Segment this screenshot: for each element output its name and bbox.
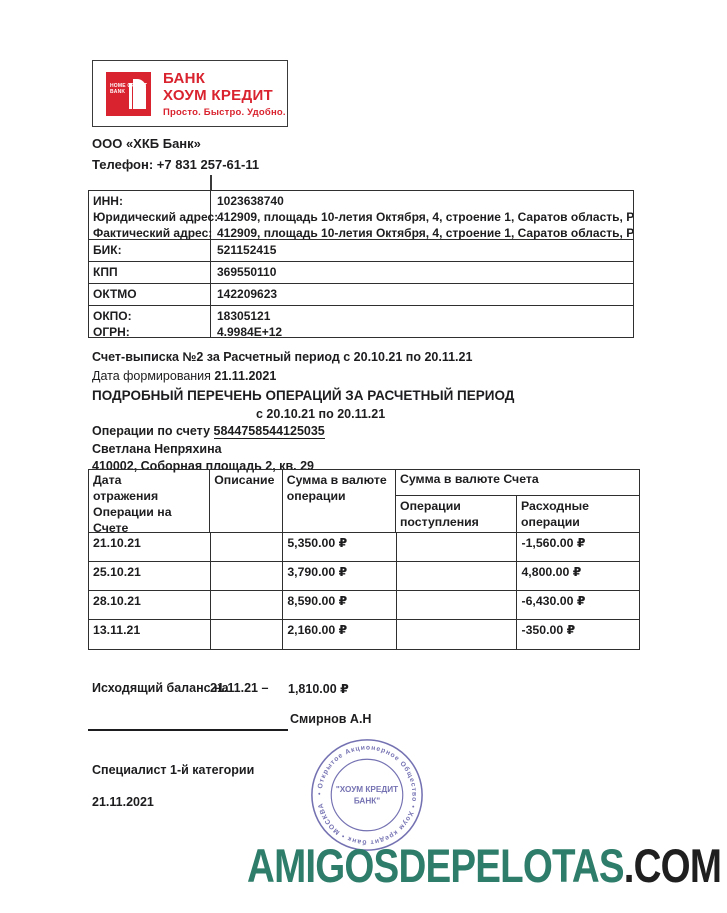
bank-details-table: ИНН: Юридический адрес: Фактический адре…	[88, 190, 634, 339]
tx-description	[211, 562, 284, 590]
tx-outgoing: -1,560.00 ₽	[521, 536, 586, 550]
header-amount-operation: Сумма в валюте операции	[283, 470, 396, 532]
tx-incoming	[397, 591, 518, 619]
tx-date: 21.10.21	[89, 533, 211, 561]
logo-brand-line1: БАНК	[163, 69, 206, 87]
tx-incoming	[397, 562, 518, 590]
tx-amount-operation: 2,160.00 ₽	[283, 620, 397, 649]
details-value-oktmo: 142209623	[217, 287, 278, 301]
signer-position: Специалист 1-й категории	[92, 763, 255, 777]
tx-amount-operation: 3,790.00 ₽	[283, 562, 397, 590]
bank-stamp-icon: • Открытое Акционерное Общество • Хоум к…	[311, 739, 423, 851]
table-row: ИНН: Юридический адрес: Фактический адре…	[89, 191, 633, 240]
tx-amount-operation: 8,590.00 ₽	[283, 591, 397, 619]
table-row: ОКТМО 142209623	[89, 283, 633, 305]
company-name: ООО «ХКБ Банк»	[92, 136, 201, 151]
stamp-center-line1: "ХОУМ КРЕДИТ	[336, 785, 398, 794]
bank-logo: HOME CREDIT BANK БАНК ХОУМ КРЕДИТ Просто…	[92, 60, 288, 127]
table-row: 21.10.21 5,350.00 ₽ -1,560.00 ₽	[89, 532, 639, 561]
tx-amount-operation: 5,350.00 ₽	[283, 533, 397, 561]
watermark-main: AMIGOSDEPELOTAS	[246, 839, 625, 892]
table-row: БИК: 521152415	[89, 239, 633, 261]
door-icon	[129, 78, 146, 109]
header-description: Описание	[210, 470, 283, 532]
logo-wordmark: БАНК ХОУМ КРЕДИТ Просто. Быстро. Удобно.	[163, 70, 286, 118]
tx-date: 28.10.21	[89, 591, 211, 619]
closing-balance-label: Исходящий баланс на	[92, 681, 229, 695]
tx-outgoing: -6,430.00 ₽	[521, 594, 586, 608]
header-incoming: Операции поступления	[396, 496, 517, 532]
tx-date: 25.10.21	[89, 562, 211, 590]
signer-name: Смирнов А.Н	[290, 712, 372, 726]
tx-description	[211, 620, 284, 649]
logo-brand-line2: ХОУМ КРЕДИТ	[163, 86, 273, 104]
account-number: 5844758544125035	[213, 424, 325, 439]
details-label-oktmo: ОКТМО	[89, 284, 211, 305]
tx-date: 13.11.21	[89, 620, 211, 649]
details-value-bik: 521152415	[217, 243, 277, 257]
stamp-center-line2: БАНК"	[354, 797, 380, 806]
header-amount-account: Сумма в валюте Счета	[396, 470, 639, 496]
signature-line	[88, 729, 288, 731]
table-row: 25.10.21 3,790.00 ₽ 4,800.00 ₽	[89, 561, 639, 590]
closing-balance-amount: 1,810.00 ₽	[288, 682, 349, 696]
statement-formed-date: 21.11.2021	[214, 369, 277, 383]
statement-section-title: ПОДРОБНЫЙ ПЕРЕЧЕНЬ ОПЕРАЦИЙ ЗА РАСЧЕТНЫЙ…	[92, 388, 515, 403]
header-outgoing: Расходные операции	[521, 499, 590, 529]
closing-balance-date: 21.11.21 –	[210, 681, 269, 695]
statement-section-period: с 20.10.21 по 20.11.21	[256, 407, 386, 421]
logo-badge-text: HOME CREDIT BANK	[110, 82, 147, 95]
header-amount-account-group: Сумма в валюте Счета Операции поступлени…	[396, 470, 639, 532]
logo-tagline: Просто. Быстро. Удобно.	[163, 106, 286, 118]
tx-outgoing: -350.00 ₽	[521, 623, 576, 637]
table-row: 13.11.21 2,160.00 ₽ -350.00 ₽	[89, 619, 639, 649]
statement-formed: Дата формирования 21.11.2021	[92, 369, 276, 383]
details-values-inn-addresses: 1023638740 412909, площадь 10-летия Октя…	[217, 194, 633, 239]
table-row: КПП 369550110	[89, 261, 633, 283]
statement-account-line: Операции по счету 5844758544125035	[92, 424, 325, 439]
tx-outgoing: 4,800.00 ₽	[521, 565, 582, 579]
site-watermark: AMIGOSDEPELOTAS.COM	[246, 838, 722, 893]
tx-incoming	[397, 533, 518, 561]
details-labels-okpo-ogrn: ОКПО: ОГРН:	[89, 306, 211, 339]
table-row: 28.10.21 8,590.00 ₽ -6,430.00 ₽	[89, 590, 639, 619]
statement-date: 21.11.2021	[92, 795, 154, 809]
account-label: Операции по счету	[92, 424, 214, 438]
transactions-table: Дата отражения Операции на Счете Описани…	[88, 469, 640, 650]
statement-formed-label: Дата формирования	[92, 369, 215, 383]
header-date: Дата отражения Операции на Счете	[89, 470, 211, 535]
tx-description	[211, 591, 284, 619]
client-name: Светлана Непряхина	[92, 442, 222, 456]
tx-incoming	[397, 620, 518, 649]
company-phone: Телефон: +7 831 257-61-11	[92, 157, 260, 172]
transactions-header-row: Дата отражения Операции на Счете Описани…	[89, 470, 639, 535]
table-stub-divider	[210, 175, 212, 190]
watermark-suffix: .COM	[623, 839, 722, 892]
details-label-kpp: КПП	[89, 262, 211, 283]
tx-description	[211, 533, 284, 561]
details-value-kpp: 369550110	[217, 265, 277, 279]
details-label-bik: БИК:	[89, 240, 211, 261]
table-row: ОКПО: ОГРН: 18305121 4.9984E+12	[89, 305, 633, 339]
home-credit-bank-icon: HOME CREDIT BANK	[106, 71, 151, 116]
details-labels-inn-addresses: ИНН: Юридический адрес: Фактический адре…	[89, 191, 218, 240]
details-values-okpo-ogrn: 18305121 4.9984E+12	[217, 309, 283, 337]
statement-title: Счет-выписка №2 за Расчетный период с 20…	[92, 350, 473, 364]
